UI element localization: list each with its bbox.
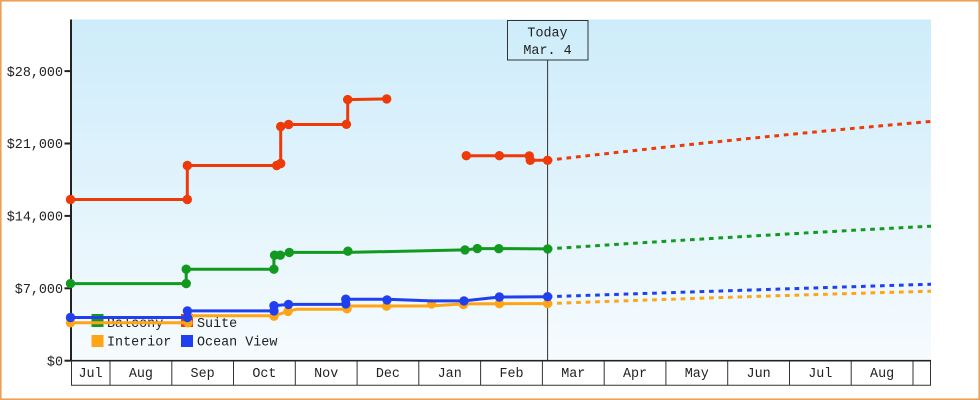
svg-text:Nov: Nov (314, 367, 338, 382)
svg-text:Suite: Suite (197, 317, 237, 332)
svg-text:Jun: Jun (747, 367, 771, 382)
svg-text:Dec: Dec (376, 367, 400, 382)
svg-text:Jul: Jul (808, 367, 832, 382)
svg-text:$28,000: $28,000 (7, 66, 63, 81)
svg-text:Oct: Oct (252, 367, 276, 382)
svg-text:Apr: Apr (623, 367, 647, 382)
svg-text:Feb: Feb (499, 367, 523, 382)
svg-text:$14,000: $14,000 (7, 211, 63, 226)
svg-text:$7,000: $7,000 (15, 283, 63, 298)
svg-text:Today: Today (527, 26, 567, 41)
svg-text:Balcony: Balcony (107, 317, 163, 332)
svg-text:Sep: Sep (191, 367, 215, 382)
svg-text:Jan: Jan (438, 367, 462, 382)
svg-text:Jul: Jul (78, 367, 102, 382)
svg-text:Interior: Interior (107, 336, 171, 351)
svg-text:Mar: Mar (561, 367, 585, 382)
svg-text:Aug: Aug (129, 367, 153, 382)
svg-text:Aug: Aug (870, 367, 894, 382)
svg-text:May: May (685, 367, 709, 382)
svg-text:$0: $0 (47, 355, 63, 370)
svg-text:Ocean View: Ocean View (197, 336, 277, 351)
svg-text:Mar. 4: Mar. 4 (523, 44, 571, 59)
svg-text:$21,000: $21,000 (7, 138, 63, 153)
